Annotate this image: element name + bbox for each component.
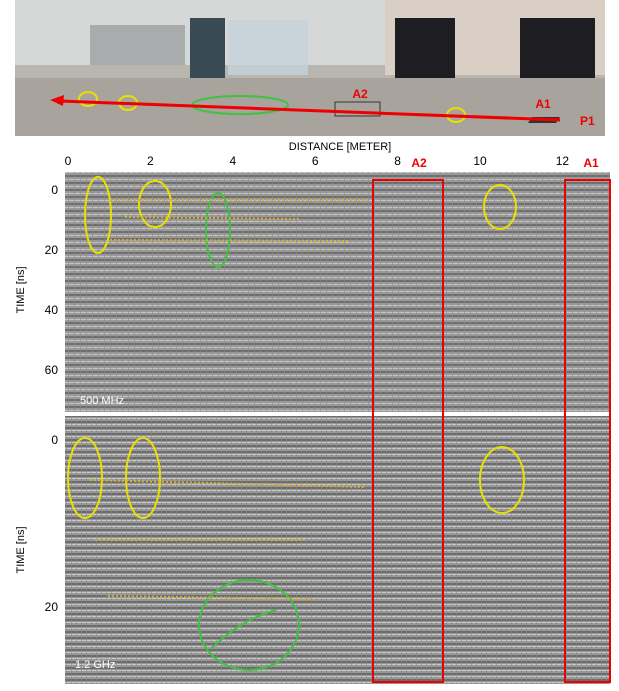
street-photo: A2 A1 P1 bbox=[15, 0, 605, 136]
y-tick-label: 20 bbox=[45, 600, 59, 614]
radargram bbox=[65, 172, 610, 412]
x-tick-label: 8 bbox=[394, 154, 401, 168]
photo-label: P1 bbox=[580, 114, 595, 128]
y-axis-title: TIME [ns] bbox=[15, 266, 27, 313]
x-tick-label: 2 bbox=[147, 154, 154, 168]
radargram bbox=[65, 416, 610, 684]
figure: A2 A1 P1 DISTANCE [METER] A2 A1 500 MHz … bbox=[0, 0, 619, 686]
photo-label: A1 bbox=[535, 97, 551, 111]
x-tick-label: 10 bbox=[473, 154, 487, 168]
photo-label: A2 bbox=[352, 87, 368, 101]
anomaly-label: A2 bbox=[411, 156, 427, 170]
x-tick-label: 0 bbox=[65, 154, 72, 168]
anomaly-label: A1 bbox=[583, 156, 599, 170]
panel-label: 1.2 GHz bbox=[75, 659, 115, 671]
x-tick-label: 4 bbox=[229, 154, 236, 168]
panel-label: 500 MHz bbox=[80, 395, 124, 407]
y-tick-label: 60 bbox=[45, 363, 59, 377]
y-tick-label: 0 bbox=[51, 433, 58, 447]
y-axis-title: TIME [ns] bbox=[15, 526, 27, 573]
x-tick-label: 12 bbox=[556, 154, 570, 168]
y-tick-label: 0 bbox=[51, 183, 58, 197]
x-axis-title: DISTANCE [METER] bbox=[289, 141, 391, 153]
x-tick-label: 6 bbox=[312, 154, 319, 168]
y-tick-label: 20 bbox=[45, 243, 59, 257]
y-tick-label: 40 bbox=[45, 303, 59, 317]
